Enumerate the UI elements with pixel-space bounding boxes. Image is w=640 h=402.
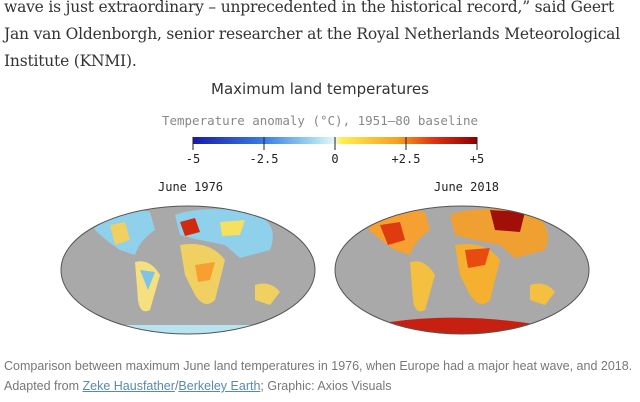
link-zeke-hausfather[interactable]: Zeke Hausfather (82, 379, 175, 393)
colorbar-tick-label: 0 (331, 152, 339, 166)
article-paragraph: wave is just extraordinary – unprecedent… (4, 0, 620, 70)
caption-text: Comparison between maximum June land tem… (4, 359, 633, 393)
colorbar-tick-label: +2.5 (391, 152, 421, 166)
caption-separator: / (174, 379, 179, 393)
map-2018 (335, 206, 589, 334)
map-1976 (61, 206, 315, 334)
figure-subtitle: Temperature anomaly (°C), 1951–80 baseli… (161, 113, 479, 128)
caption-credit: ; Graphic: Axios Visuals (260, 379, 392, 393)
colorbar-tick-label: +5 (469, 152, 485, 166)
colorbar-ticks (192, 137, 478, 150)
map-label-2018: June 2018 (434, 180, 500, 194)
figure-title: Maximum land temperatures (211, 80, 429, 98)
map-label-1976: June 1976 (158, 180, 224, 194)
colorbar-tick-label: -5 (185, 152, 201, 166)
colorbar-tick-label: -2.5 (249, 152, 279, 166)
figure-caption: Comparison between maximum June land tem… (4, 356, 640, 396)
link-berkeley-earth[interactable]: Berkeley Earth (178, 379, 261, 393)
